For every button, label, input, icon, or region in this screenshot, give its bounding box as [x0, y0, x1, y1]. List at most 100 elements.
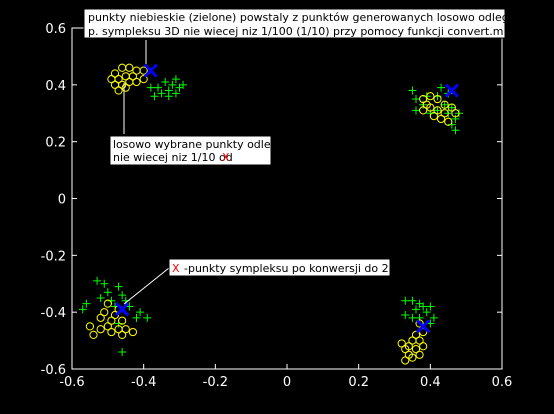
plus-point	[415, 299, 424, 308]
x-tick-label: 0	[283, 375, 291, 390]
plus-point	[171, 89, 180, 98]
circle-point	[440, 109, 449, 118]
plus-point	[146, 83, 155, 92]
plus-point	[114, 282, 123, 291]
circle-point	[426, 92, 435, 101]
circle-point	[436, 114, 446, 124]
plus-point	[408, 86, 417, 95]
plus-point	[451, 114, 460, 123]
circle-point	[433, 106, 442, 115]
circle-point	[422, 100, 431, 109]
circle-point	[103, 322, 112, 331]
circle-point	[404, 342, 413, 351]
plus-point	[161, 77, 170, 86]
circle-point	[447, 103, 456, 112]
circle-point	[429, 111, 439, 121]
circle-point	[419, 94, 428, 104]
annotation-box	[168, 258, 391, 277]
circle-point	[121, 72, 130, 81]
plus-point	[429, 313, 438, 322]
circle-point	[85, 322, 95, 331]
annotation-line: p. sympleksu 3D nie wiecej niz 1/100 (1/…	[88, 25, 503, 38]
circle-point	[103, 299, 112, 308]
plus-point	[440, 100, 449, 109]
circle-point	[419, 106, 428, 115]
simplex-x-point	[143, 63, 158, 78]
circle-point	[415, 350, 424, 359]
annotation-box	[109, 135, 272, 166]
circle-point	[411, 330, 421, 339]
circle-point	[408, 353, 417, 362]
circle-point	[100, 308, 109, 317]
plus-point	[433, 106, 442, 115]
plus-point	[422, 308, 431, 317]
circle-point	[110, 69, 120, 78]
plus-point	[118, 347, 127, 356]
circle-point	[139, 75, 148, 84]
plus-point	[164, 92, 173, 101]
x-tick-label: -0.4	[131, 375, 156, 390]
plus-point	[408, 313, 417, 322]
plus-point	[150, 92, 159, 101]
annotation-line: -punkty sympleksu po konwersji do 2D	[184, 262, 397, 275]
circle-point	[128, 327, 138, 337]
x-tick-label: 0.2	[348, 375, 369, 390]
annotation-line: losowo wybrane punkty odlegle	[113, 138, 288, 151]
plus-point	[401, 311, 410, 320]
annotation-x-marker: X	[172, 262, 180, 275]
y-tick-label: 0.4	[45, 79, 66, 94]
circle-point	[89, 330, 98, 339]
annotation-connector	[123, 267, 170, 305]
circle-point	[118, 330, 127, 339]
circle-point	[121, 83, 130, 92]
plus-point	[171, 75, 180, 84]
circle-point	[451, 109, 460, 118]
plus-point	[93, 276, 102, 285]
plus-point	[179, 80, 188, 89]
plus-point	[412, 95, 420, 104]
x-tick-label: -0.6	[59, 375, 84, 390]
circle-point	[132, 77, 141, 87]
axis-ticks: -0.6 -0.4 -0.2 0 0.2 0.4 0.6 0.6 0.4 0.2 0 -0.2 -0.4…	[41, 22, 513, 390]
plus-point	[96, 293, 105, 302]
plus-point	[447, 103, 456, 112]
circle-point	[444, 117, 453, 126]
y-tick-label: -0.4	[41, 306, 66, 321]
x-tick-label: 0.4	[420, 375, 441, 390]
plus-point	[100, 279, 109, 288]
plus-point	[136, 308, 145, 317]
circle-point	[107, 327, 116, 337]
circle-point	[125, 63, 134, 72]
circle-point	[107, 316, 116, 325]
y-tick-label: 0.2	[45, 136, 66, 151]
circle-point	[96, 313, 105, 322]
circle-point	[408, 336, 417, 345]
plus-point	[154, 83, 162, 92]
circle-point	[440, 100, 449, 109]
y-tick-label: -0.2	[41, 249, 66, 264]
y-tick-label: 0	[58, 193, 66, 208]
circle-point	[415, 319, 424, 328]
annotation-box	[83, 8, 506, 39]
plus-point	[157, 89, 166, 98]
simplex-x-point	[416, 319, 431, 334]
simplex-x-point	[444, 83, 459, 98]
plus-point	[143, 313, 152, 322]
annotation-line: nie wiecej niz 1/10 od	[113, 151, 233, 164]
plus-point	[412, 106, 420, 115]
plus-point	[78, 305, 87, 314]
annotation-x-marker: X	[222, 151, 230, 164]
x-tick-label: -0.2	[203, 375, 228, 390]
annotation-simplex-points: X -punkty sympleksu po konwersji do 2D	[123, 258, 397, 305]
annotation-random-points: losowo wybrane punkty odlegle nie wiecej…	[109, 83, 288, 166]
y-tick-label: 0.6	[45, 22, 66, 37]
plus-point	[401, 296, 410, 305]
plus-point	[437, 83, 446, 92]
plus-point	[103, 288, 112, 297]
circle-point	[121, 325, 130, 334]
plus-point	[408, 296, 417, 305]
plot-marks	[78, 63, 463, 365]
plus-point	[168, 80, 177, 89]
